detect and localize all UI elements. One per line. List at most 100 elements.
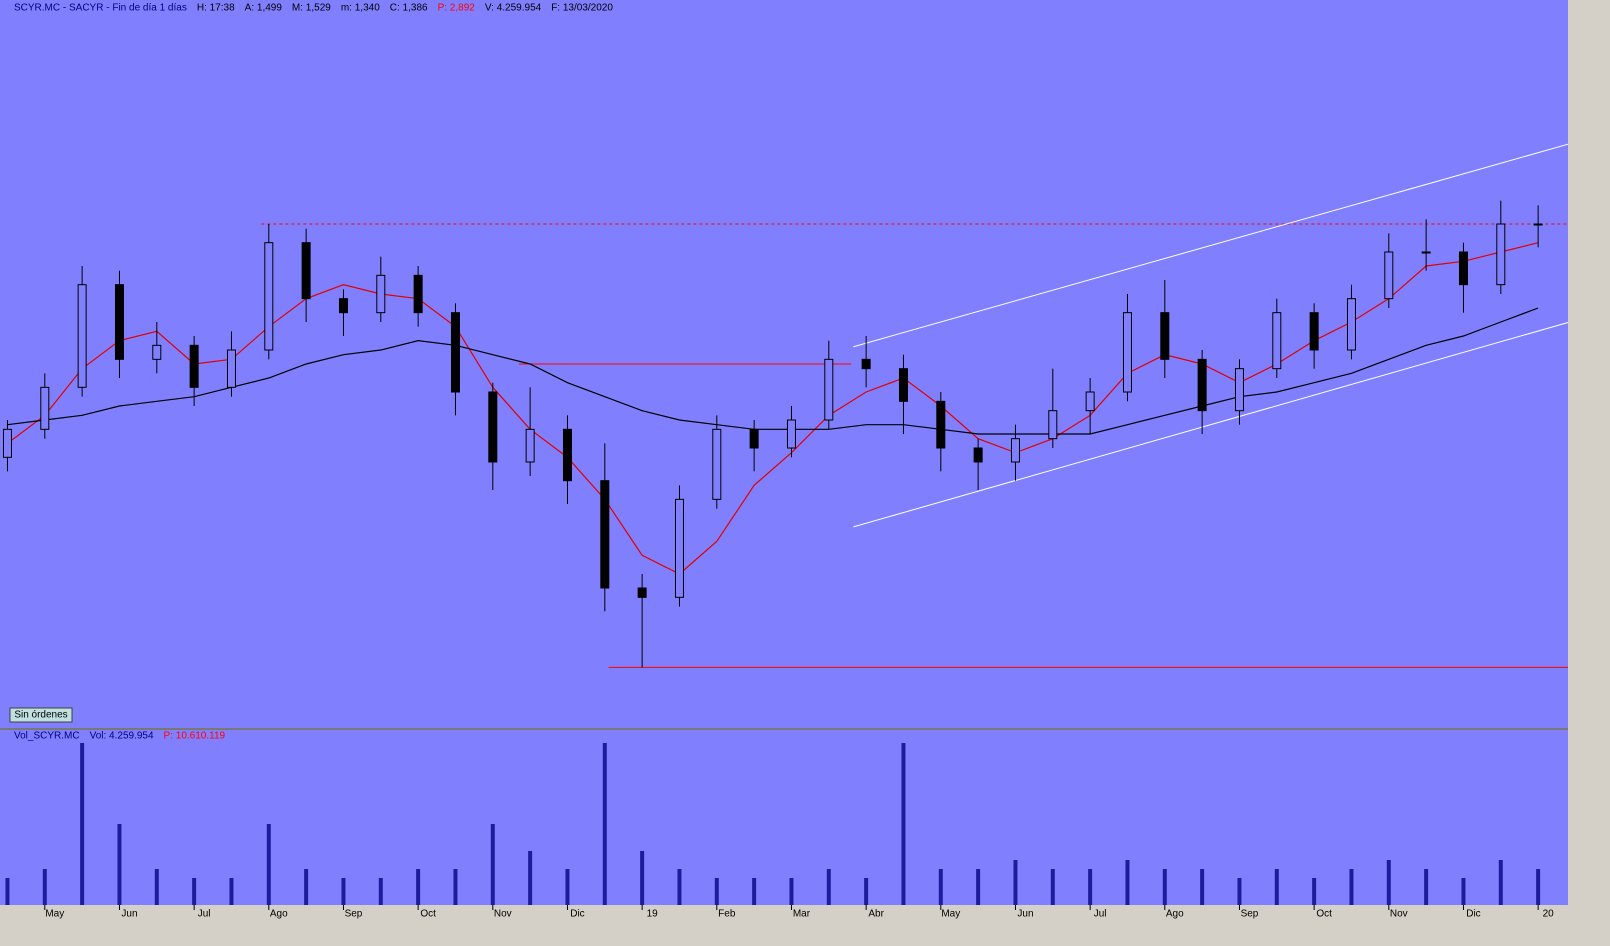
- x-tick-label: Nov: [1390, 909, 1408, 920]
- orders-button-label[interactable]: Sin órdenes: [14, 710, 67, 721]
- candle-body: [1309, 312, 1319, 351]
- candle-body: [936, 400, 946, 449]
- volume-bar: [677, 869, 682, 905]
- volume-bar: [1461, 878, 1466, 905]
- volume-panel: [0, 730, 1568, 905]
- candle-body: [338, 298, 348, 314]
- candle-body: [1533, 223, 1543, 226]
- header-field: M: 1,529: [292, 3, 331, 14]
- candle-body: [1421, 251, 1431, 254]
- volume-bar: [1050, 869, 1055, 905]
- volume-header: Vol_SCYR.MC: [14, 731, 80, 742]
- header-field: A: 1,499: [245, 3, 283, 14]
- candle-body: [1010, 438, 1020, 463]
- candle-body: [1458, 251, 1468, 286]
- volume-bar: [5, 878, 10, 905]
- orders-button[interactable]: [9, 707, 73, 723]
- candle-body: [488, 391, 498, 463]
- candle-body: [600, 480, 610, 589]
- volume-bar: [1536, 869, 1541, 905]
- candle-body: [1234, 368, 1244, 412]
- candle-body: [40, 386, 50, 430]
- reference-line: [853, 143, 1569, 348]
- header-field: P: 10.610.119: [164, 731, 226, 742]
- volume-bar: [826, 869, 831, 905]
- x-tick-label: Jun: [1017, 909, 1033, 920]
- candle-body: [2, 428, 12, 458]
- volume-bar: [640, 851, 645, 905]
- volume-bar: [192, 878, 197, 905]
- volume-bar: [864, 878, 869, 905]
- x-tick-label: Jul: [198, 909, 211, 920]
- candle-body: [1272, 312, 1282, 370]
- header-field: F: 13/03/2020: [551, 3, 613, 14]
- header-field: Vol: 4.259.954: [90, 731, 154, 742]
- volume-bar: [117, 824, 122, 905]
- candle-body: [1346, 298, 1356, 351]
- volume-bar: [1162, 869, 1167, 905]
- candle-body: [1160, 312, 1170, 360]
- candle-body: [898, 368, 908, 402]
- volume-bar: [304, 869, 309, 905]
- x-tick-label: Oct: [420, 909, 436, 920]
- candle-body: [189, 344, 199, 388]
- candle-body: [973, 447, 983, 463]
- volume-bar: [1088, 869, 1093, 905]
- candle-body: [525, 428, 535, 463]
- volume-bar: [490, 824, 495, 905]
- candle-body: [152, 344, 162, 360]
- candle-body: [749, 428, 759, 449]
- x-tick-label: Ago: [270, 909, 288, 920]
- x-tick-label: Ago: [1166, 909, 1184, 920]
- volume-bar: [602, 743, 607, 905]
- candle-body: [1122, 312, 1132, 393]
- candle-body: [1048, 410, 1058, 440]
- candle-body: [861, 358, 871, 370]
- volume-bar: [938, 869, 943, 905]
- x-tick-label: 20: [1543, 909, 1555, 920]
- header-field: H: 17:38: [197, 3, 235, 14]
- candle-body: [1384, 251, 1394, 300]
- header-field: V: 4.259.954: [485, 3, 542, 14]
- candle-body: [264, 242, 274, 351]
- volume-layer: [5, 743, 1541, 905]
- volume-bar: [1200, 869, 1205, 905]
- volume-bar: [80, 743, 85, 905]
- volume-bar: [1386, 860, 1391, 905]
- volume-bar: [1312, 878, 1317, 905]
- volume-bar: [752, 878, 757, 905]
- x-tick-label: May: [45, 909, 64, 920]
- moving-average: [7, 242, 1539, 575]
- volume-bar: [1125, 860, 1130, 905]
- volume-bar: [1237, 878, 1242, 905]
- candle-body: [786, 419, 796, 449]
- volume-bar: [565, 869, 570, 905]
- candle-body: [637, 587, 647, 598]
- candle-body: [1197, 358, 1207, 412]
- candle-body: [562, 428, 572, 482]
- candle-body: [712, 428, 722, 500]
- x-tick-label: Sep: [1241, 909, 1259, 920]
- volume-bar: [789, 878, 794, 905]
- x-tick-label: 19: [647, 909, 659, 920]
- candle-body: [413, 274, 423, 314]
- candle-body: [301, 242, 311, 300]
- volume-bar: [528, 851, 533, 905]
- price-layer: [2, 143, 1569, 668]
- candle-body: [1496, 223, 1506, 286]
- volume-bar: [453, 869, 458, 905]
- candle-body: [114, 284, 124, 360]
- volume-bar: [714, 878, 719, 905]
- x-tick-label: Oct: [1316, 909, 1332, 920]
- volume-bar: [416, 869, 421, 905]
- x-tick-label: Dic: [570, 909, 584, 920]
- candle-body: [674, 498, 684, 598]
- candle-body: [77, 284, 87, 388]
- x-tick-label: Sep: [345, 909, 363, 920]
- x-tick-label: Nov: [494, 909, 512, 920]
- volume-bar: [341, 878, 346, 905]
- header-field: C: 1,386: [390, 3, 428, 14]
- candle-body: [1085, 391, 1095, 412]
- volume-bar: [1424, 869, 1429, 905]
